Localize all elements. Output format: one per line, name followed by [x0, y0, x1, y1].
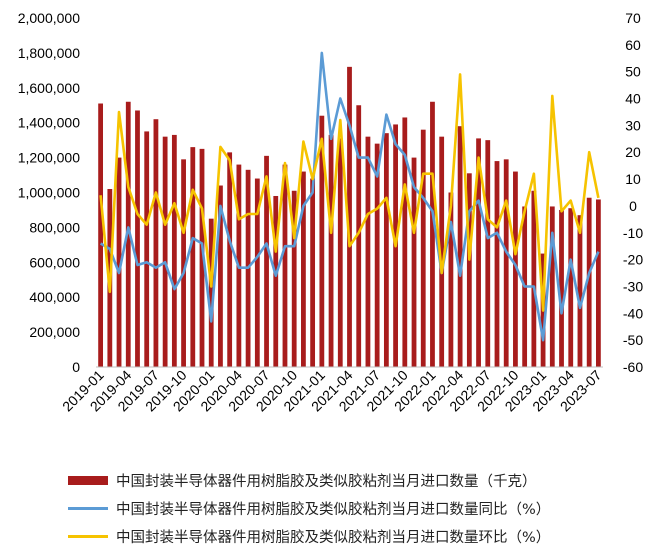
- bar-2021-12: [420, 129, 426, 367]
- left-axis-ticks: 0 200,000 400,000 600,000 800,000 1,000,000 1,…: [18, 10, 81, 375]
- legend-label-mom: 中国封装半导体器件用树脂胶及类似胶粘剂当月进口数量环比（%）: [116, 529, 551, 546]
- legend-item-mom: 中国封装半导体器件用树脂胶及类似胶粘剂当月进口数量环比（%）: [68, 522, 550, 550]
- bar-2020-12: [310, 178, 316, 367]
- legend-item-bar: 中国封装半导体器件用树脂胶及类似胶粘剂当月进口数量（千克）: [68, 466, 550, 494]
- bar-2022-01: [430, 101, 435, 367]
- bar-2019-09: [171, 134, 177, 367]
- bar-2020-02: [218, 185, 223, 367]
- bar-2019-12: [199, 148, 205, 367]
- bar-2021-10: [402, 117, 408, 367]
- left-axis-tick-label: 1,200,000: [18, 150, 80, 166]
- bar-2020-01: [208, 218, 214, 367]
- right-axis-tick-label: 20: [625, 144, 641, 160]
- right-axis-tick-label: 0: [629, 198, 637, 214]
- left-axis-tick-label: 2,000,000: [18, 10, 80, 26]
- bar-2020-08: [273, 195, 279, 367]
- bar-2022-09: [503, 159, 509, 367]
- bar-2019-05: [135, 110, 140, 368]
- chart-canvas: 0 200,000 400,000 600,000 800,000 1,000,000 1,…: [18, 10, 644, 415]
- bar-2020-03: [227, 152, 233, 367]
- right-axis-tick-label: 50: [625, 64, 641, 80]
- left-axis-tick-label: 0: [72, 359, 80, 375]
- legend-swatch-mom: [68, 534, 108, 538]
- left-axis-tick-label: 1,000,000: [18, 185, 80, 201]
- bar-2020-11: [301, 171, 306, 367]
- right-axis-tick-label: 70: [625, 10, 641, 26]
- x-axis-ticks: 2019-012019-042019-072019-102020-012020-…: [59, 367, 605, 415]
- bar-2022-12: [531, 190, 537, 367]
- bar-2019-03: [116, 157, 122, 367]
- bar-2023-06: [586, 197, 592, 367]
- legend-label-volume: 中国封装半导体器件用树脂胶及类似胶粘剂当月进口数量（千克）: [116, 473, 537, 490]
- left-axis-tick-label: 800,000: [29, 219, 80, 235]
- right-axis-tick-label: -60: [623, 359, 643, 375]
- left-axis-tick-label: 1,400,000: [18, 115, 80, 131]
- yoy-line: [99, 51, 600, 342]
- right-axis-tick-label: -40: [623, 305, 643, 321]
- bar-2023-03: [559, 209, 564, 367]
- right-axis-ticks: -60 -50 -40 -30 -20 -10 0 10 20 30 40 50 60 70: [623, 10, 643, 375]
- bar-2022-10: [513, 171, 518, 367]
- bar-2022-04: [457, 126, 463, 367]
- bar-2020-09: [282, 164, 288, 367]
- bar-series: [98, 66, 601, 368]
- bar-2022-06: [476, 138, 481, 367]
- bar-2021-04: [347, 66, 352, 368]
- bar-2019-10: [181, 159, 186, 367]
- right-axis-tick-label: 30: [625, 117, 641, 133]
- right-axis-tick-label: -10: [623, 225, 643, 241]
- bar-2019-06: [144, 131, 150, 367]
- left-axis-tick-label: 400,000: [29, 289, 80, 305]
- mom-line: [99, 73, 600, 312]
- bar-2021-05: [356, 105, 362, 367]
- left-axis-tick-label: 1,600,000: [18, 80, 80, 96]
- right-axis-tick-label: 40: [625, 91, 641, 107]
- bar-2019-04: [125, 101, 131, 367]
- bar-2023-05: [577, 215, 583, 367]
- left-axis-tick-label: 600,000: [29, 254, 80, 270]
- right-axis-tick-label: 60: [625, 37, 641, 53]
- bar-2020-06: [254, 178, 260, 367]
- bar-2022-03: [448, 192, 454, 367]
- bar-2021-08: [383, 133, 389, 367]
- bar-2021-03: [337, 138, 343, 367]
- bar-2021-02: [328, 134, 334, 367]
- right-axis-tick-label: -30: [623, 278, 643, 294]
- bar-2022-02: [439, 136, 445, 367]
- bar-2019-07: [153, 119, 159, 368]
- legend-swatch-bar: [68, 475, 108, 485]
- right-axis-tick-label: -50: [623, 332, 643, 348]
- legend: 中国封装半导体器件用树脂胶及类似胶粘剂当月进口数量（千克） 中国封装半导体器件用…: [68, 466, 550, 550]
- legend-item-yoy: 中国封装半导体器件用树脂胶及类似胶粘剂当月进口数量同比（%）: [68, 494, 550, 522]
- bar-2021-06: [365, 136, 371, 367]
- right-axis-tick-label: -20: [623, 252, 643, 268]
- right-axis-tick-label: 10: [625, 171, 641, 187]
- legend-swatch-yoy: [68, 506, 108, 510]
- bar-2022-05: [466, 173, 472, 367]
- left-axis-tick-label: 1,800,000: [18, 45, 80, 61]
- bar-2019-08: [162, 136, 168, 367]
- bar-2023-07: [595, 199, 601, 367]
- bar-2021-07: [374, 143, 380, 367]
- bar-2022-07: [485, 140, 491, 367]
- bar-2021-11: [411, 157, 417, 367]
- legend-label-yoy: 中国封装半导体器件用树脂胶及类似胶粘剂当月进口数量同比（%）: [116, 501, 551, 518]
- bar-2023-04: [568, 208, 574, 367]
- bar-2022-08: [494, 161, 500, 367]
- bar-2019-01: [98, 103, 104, 367]
- bar-2020-10: [291, 190, 297, 367]
- bar-2019-11: [190, 147, 196, 367]
- left-axis-tick-label: 200,000: [29, 324, 80, 340]
- bar-2021-01: [319, 115, 325, 367]
- bar-2020-07: [264, 155, 269, 367]
- bar-2023-02: [549, 206, 555, 367]
- line-series: [99, 51, 600, 342]
